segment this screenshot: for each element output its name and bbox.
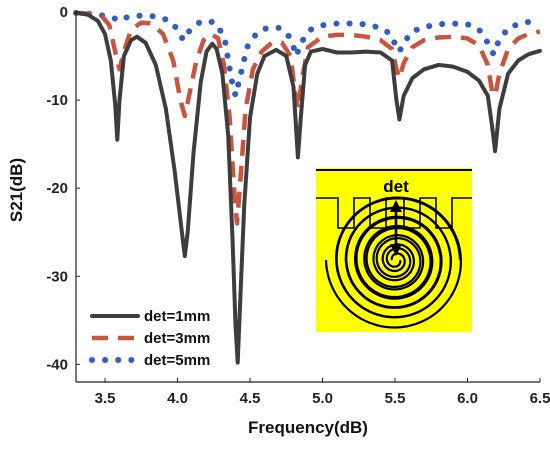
x-tick-label: 5.5 — [385, 390, 406, 407]
inset-det-arrow-head-bottom — [390, 244, 402, 256]
x-axis-title: Frequency(dB) — [248, 418, 368, 437]
legend-label: det=5mm — [144, 352, 210, 369]
y-tick-label: -20 — [46, 180, 68, 197]
series-line-det-3mm — [75, 10, 541, 226]
ticks-layer: 3.5 4.0 4.5 5.0 5.5 6.0 6.5 0 -10 -20 -30 -40 — [46, 4, 550, 407]
series-layer — [73, 9, 543, 365]
legend-label: det=1mm — [144, 308, 210, 325]
x-tick-label: 4.5 — [240, 390, 261, 407]
y-tick-label: -30 — [46, 268, 68, 285]
x-tick-label: 4.0 — [167, 390, 188, 407]
legend-label: det=3mm — [144, 330, 210, 347]
series-line-det-5mm — [73, 9, 543, 99]
y-tick-label: -10 — [46, 92, 68, 109]
inset-det-label: det — [383, 177, 409, 196]
x-tick-label: 6.0 — [457, 390, 478, 407]
y-tick-label: -40 — [46, 356, 68, 373]
y-axis-title: S21(dB) — [7, 158, 26, 222]
x-tick-label: 5.0 — [312, 390, 333, 407]
resonator-inset: det — [316, 168, 472, 332]
axes-layer — [75, 12, 540, 383]
inset-det-arrow-head-top — [390, 200, 402, 212]
legend: det=1mm det=3mm det=5mm — [89, 308, 210, 369]
y-tick-label: 0 — [60, 4, 68, 21]
series-line-det-1mm — [74, 10, 542, 365]
x-tick-label: 3.5 — [95, 390, 116, 407]
x-tick-label: 6.5 — [530, 390, 550, 407]
